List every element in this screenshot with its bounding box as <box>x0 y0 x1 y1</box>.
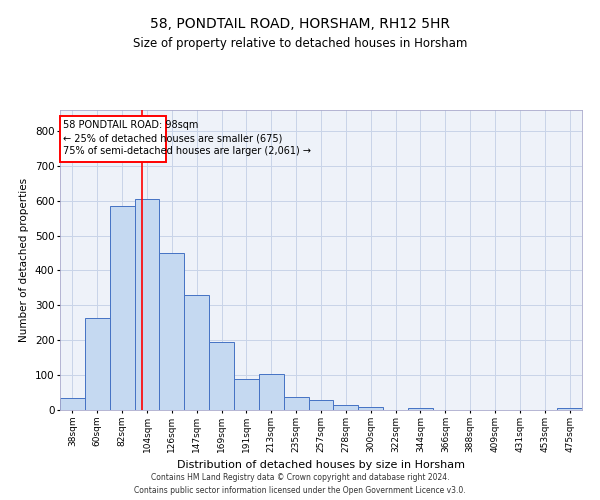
X-axis label: Distribution of detached houses by size in Horsham: Distribution of detached houses by size … <box>177 460 465 470</box>
Bar <box>234 378 259 410</box>
Bar <box>60 398 85 410</box>
Bar <box>184 295 209 410</box>
Text: ← 25% of detached houses are smaller (675): ← 25% of detached houses are smaller (67… <box>63 133 283 143</box>
Bar <box>160 253 184 410</box>
Text: 75% of semi-detached houses are larger (2,061) →: 75% of semi-detached houses are larger (… <box>63 146 311 156</box>
Bar <box>85 318 110 410</box>
Bar <box>284 397 308 410</box>
Bar <box>60 116 166 162</box>
Text: 58 PONDTAIL ROAD: 98sqm: 58 PONDTAIL ROAD: 98sqm <box>63 120 199 130</box>
Bar <box>358 406 383 410</box>
Bar <box>334 405 358 410</box>
Text: Contains HM Land Registry data © Crown copyright and database right 2024.
Contai: Contains HM Land Registry data © Crown c… <box>134 474 466 495</box>
Bar <box>557 408 582 410</box>
Bar <box>209 342 234 410</box>
Text: Size of property relative to detached houses in Horsham: Size of property relative to detached ho… <box>133 38 467 51</box>
Bar <box>308 400 334 410</box>
Text: 58, PONDTAIL ROAD, HORSHAM, RH12 5HR: 58, PONDTAIL ROAD, HORSHAM, RH12 5HR <box>150 18 450 32</box>
Y-axis label: Number of detached properties: Number of detached properties <box>19 178 29 342</box>
Bar <box>110 206 134 410</box>
Bar <box>259 374 284 410</box>
Bar <box>134 199 160 410</box>
Bar <box>408 408 433 410</box>
